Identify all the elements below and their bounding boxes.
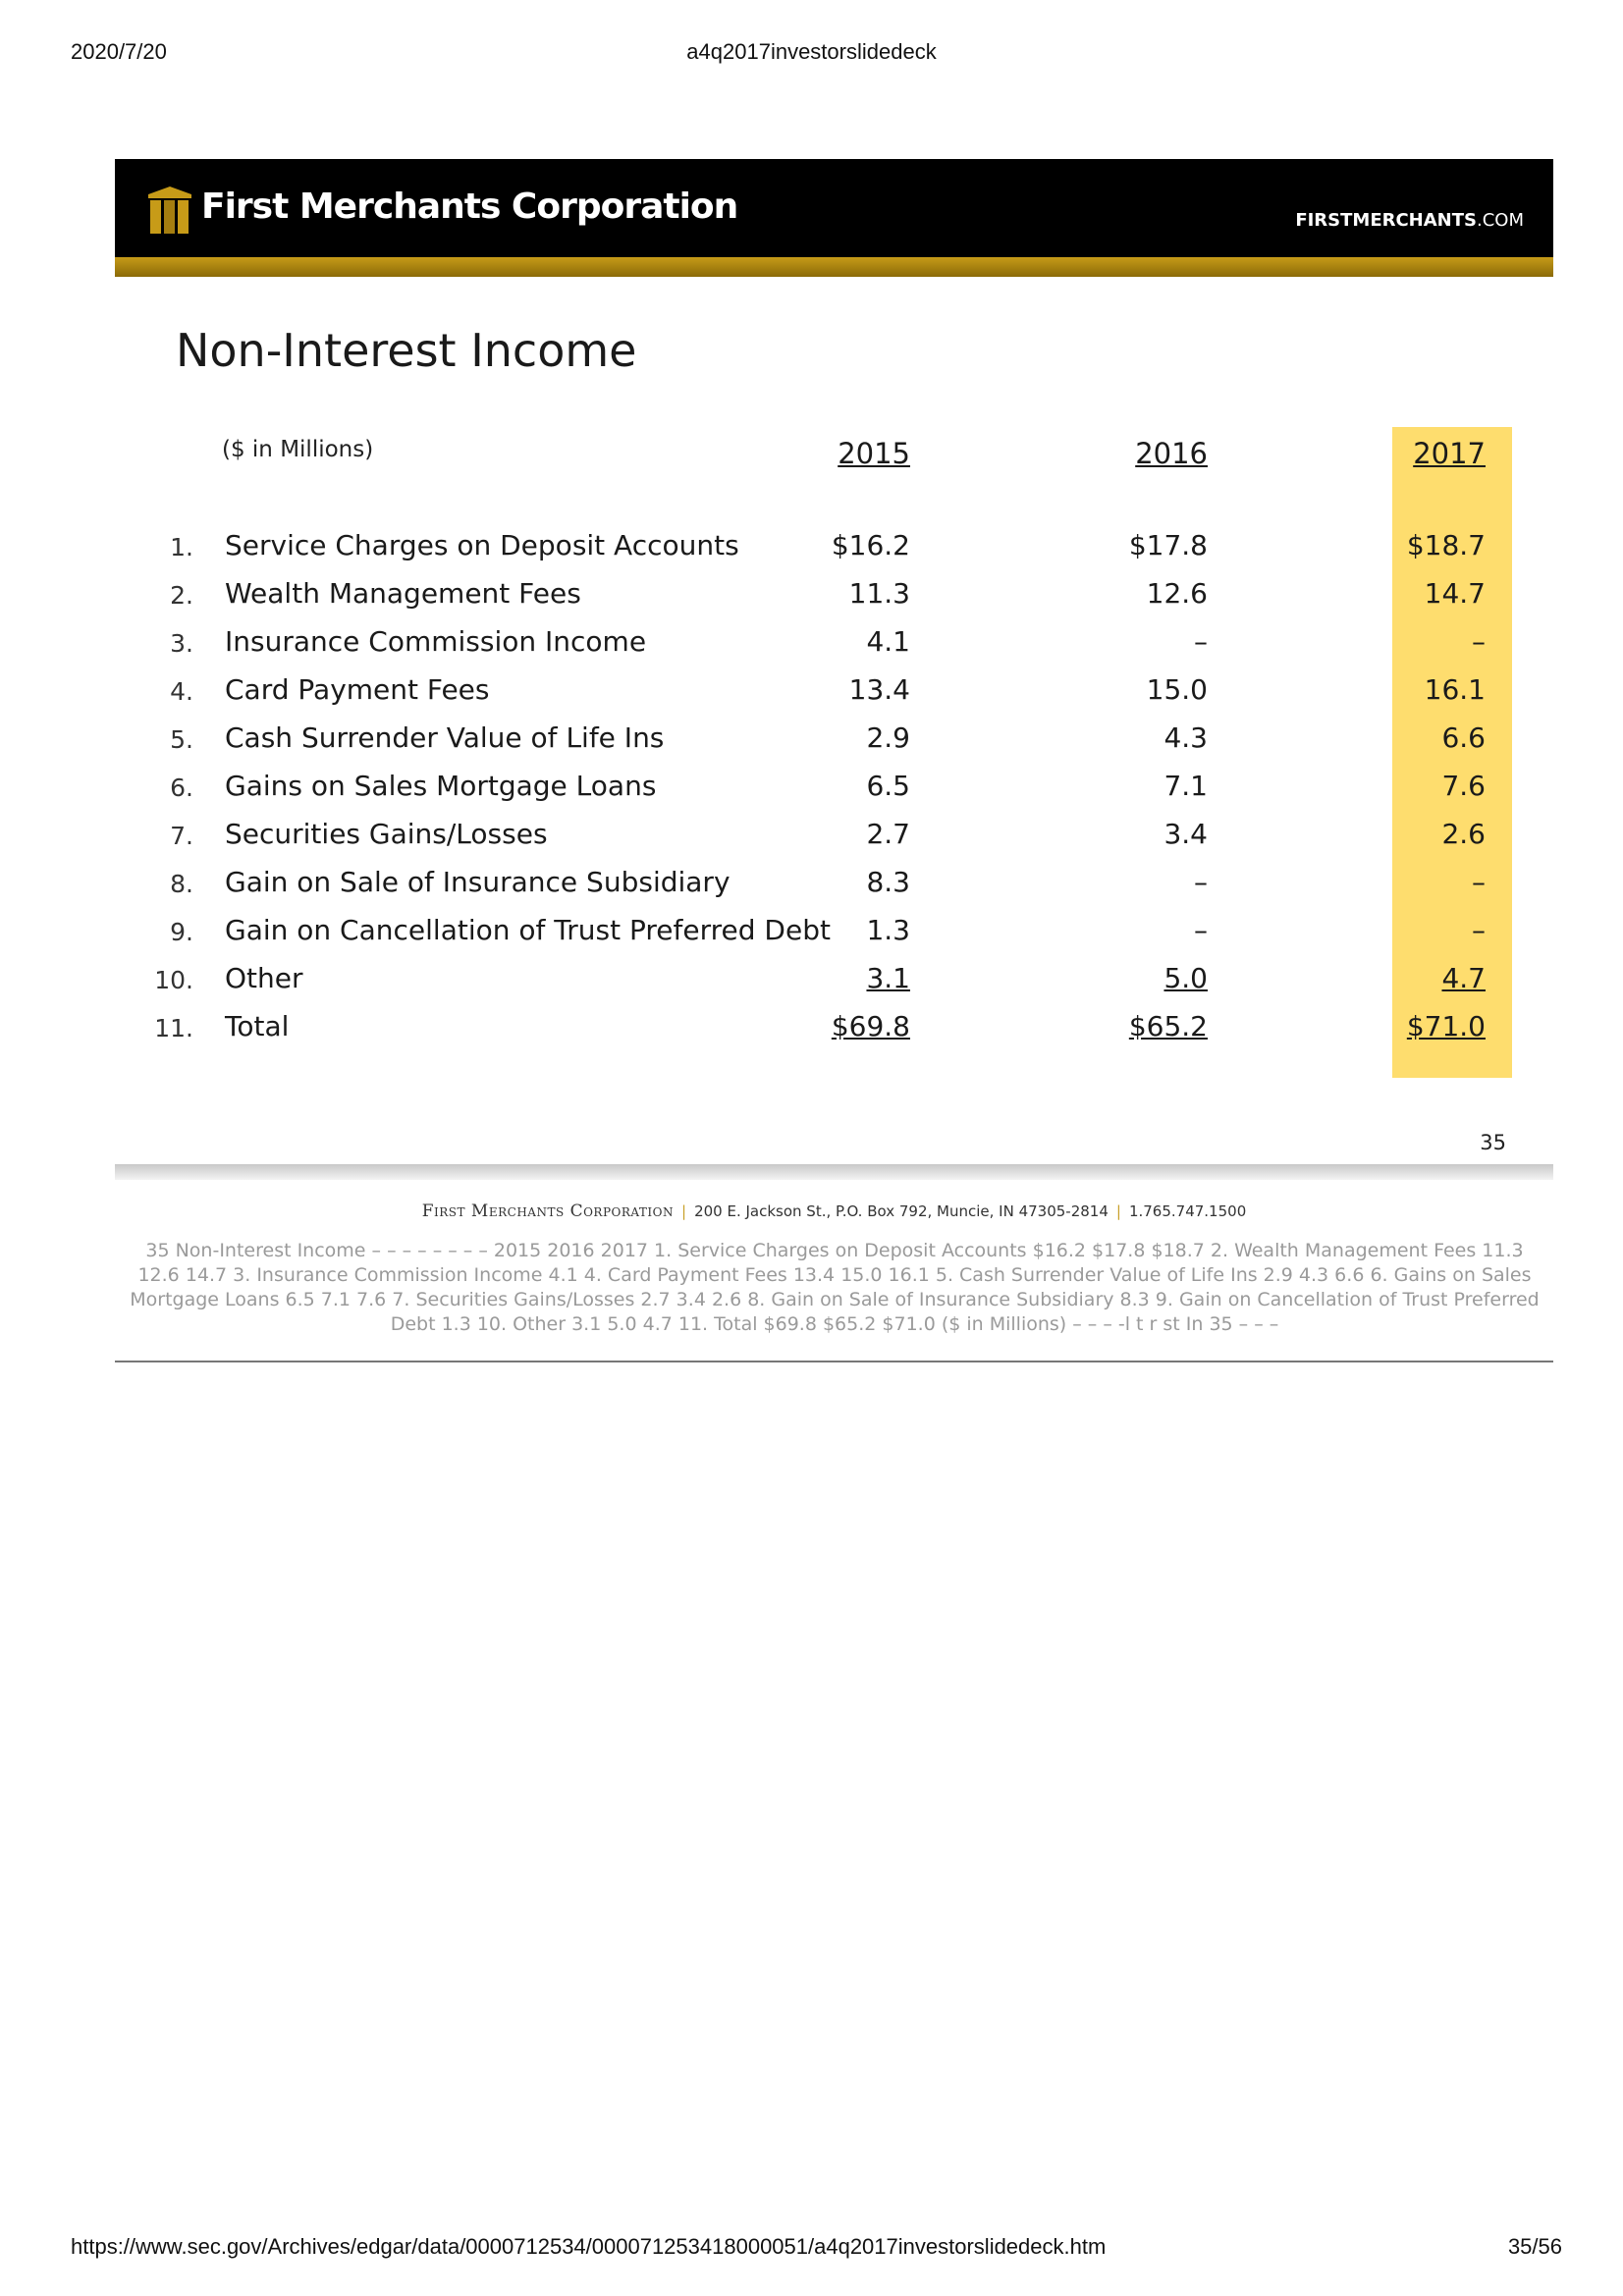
value-2017: – [1472, 625, 1486, 658]
value-2016: 3.4 [1163, 818, 1208, 850]
row-label: Securities Gains/Losses [225, 818, 548, 850]
company-logo-icon [148, 187, 191, 234]
value-2015: 2.7 [866, 818, 910, 850]
company-website: FIRSTMERCHANTS.COM [1295, 210, 1524, 231]
print-page-number: 35/56 [1507, 2234, 1562, 2259]
value-2017: 6.6 [1441, 721, 1486, 754]
footer-address: 200 E. Jackson St., P.O. Box 792, Muncie… [694, 1202, 1109, 1220]
row-number: 7. [170, 822, 193, 850]
value-2015: 13.4 [848, 673, 910, 706]
slide-footer: First Merchants Corporation | 200 E. Jacks… [115, 1201, 1553, 1221]
website-main: FIRSTMERCHANTS [1295, 210, 1477, 231]
row-label: Gain on Cancellation of Trust Preferred … [225, 914, 831, 946]
slide: First Merchants Corporation FIRSTMERCHAN… [115, 159, 1553, 1221]
value-2017: $71.0 [1406, 1010, 1486, 1042]
value-2016: 12.6 [1146, 577, 1208, 610]
value-2016: 5.0 [1163, 962, 1208, 994]
value-2017: – [1472, 914, 1486, 946]
row-label: Gain on Sale of Insurance Subsidiary [225, 866, 730, 898]
table-row: 9. Gain on Cancellation of Trust Preferr… [115, 914, 1553, 953]
value-2015: $16.2 [831, 529, 910, 561]
value-2016: 4.3 [1163, 721, 1208, 754]
units-label: ($ in Millions) [222, 437, 374, 462]
slide-page-number: 35 [1480, 1131, 1506, 1154]
value-2017: 7.6 [1441, 770, 1486, 802]
value-2017: 14.7 [1424, 577, 1486, 610]
year-header-2016: 2016 [1135, 437, 1208, 470]
value-2017: – [1472, 866, 1486, 898]
value-2015: 11.3 [848, 577, 910, 610]
row-number: 2. [170, 581, 193, 610]
row-number: 3. [170, 629, 193, 658]
year-header-2017: 2017 [1413, 437, 1486, 470]
row-label: Insurance Commission Income [225, 625, 647, 658]
value-2015: 3.1 [866, 962, 910, 994]
row-label: Card Payment Fees [225, 673, 490, 706]
print-document-title: a4q2017investorslidedeck [686, 39, 937, 64]
value-2016: 7.1 [1163, 770, 1208, 802]
table-row: 1. Service Charges on Deposit Accounts $… [115, 529, 1553, 568]
print-url: https://www.sec.gov/Archives/edgar/data/… [71, 2234, 1107, 2259]
value-2017: 16.1 [1424, 673, 1486, 706]
row-number: 4. [170, 677, 193, 706]
table-row: 2. Wealth Management Fees 11.3 12.6 14.7 [115, 577, 1553, 616]
footer-separator: | [681, 1202, 687, 1220]
table-row: 3. Insurance Commission Income 4.1 – – [115, 625, 1553, 665]
table-row: 11. Total $69.8 $65.2 $71.0 [115, 1010, 1553, 1049]
value-2015: 1.3 [866, 914, 910, 946]
row-number: 8. [170, 870, 193, 898]
value-2016: – [1194, 914, 1208, 946]
row-number: 11. [154, 1014, 193, 1042]
year-2017-highlight [1392, 427, 1512, 1078]
row-number: 9. [170, 918, 193, 946]
value-2017: $18.7 [1406, 529, 1486, 561]
value-2015: 8.3 [866, 866, 910, 898]
table-row: 6. Gains on Sales Mortgage Loans 6.5 7.1… [115, 770, 1553, 809]
row-label: Other [225, 962, 303, 994]
ocr-text-block: 35 Non-Interest Income – – – – – – – – 2… [130, 1240, 1540, 1335]
row-number: 1. [170, 533, 193, 561]
value-2016: 15.0 [1146, 673, 1208, 706]
value-2016: – [1194, 625, 1208, 658]
value-2015: $69.8 [831, 1010, 910, 1042]
value-2015: 2.9 [866, 721, 910, 754]
row-number: 10. [154, 966, 193, 994]
table-row: 8. Gain on Sale of Insurance Subsidiary … [115, 866, 1553, 905]
footer-phone: 1.765.747.1500 [1128, 1202, 1247, 1220]
row-label: Gains on Sales Mortgage Loans [225, 770, 657, 802]
value-2015: 6.5 [866, 770, 910, 802]
table-row: 4. Card Payment Fees 13.4 15.0 16.1 [115, 673, 1553, 713]
slide-footer-bar [115, 1164, 1553, 1180]
value-2015: 4.1 [866, 625, 910, 658]
footer-company: First Merchants Corporation [421, 1201, 674, 1221]
company-name: First Merchants Corporation [201, 187, 738, 227]
slide-banner: First Merchants Corporation FIRSTMERCHAN… [115, 159, 1553, 257]
section-divider [115, 1361, 1553, 1362]
value-2016: $65.2 [1128, 1010, 1208, 1042]
slide-title: Non-Interest Income [176, 324, 637, 377]
value-2017: 4.7 [1441, 962, 1486, 994]
row-label: Cash Surrender Value of Life Ins [225, 721, 665, 754]
table-row: 10. Other 3.1 5.0 4.7 [115, 962, 1553, 1001]
website-suffix: .COM [1477, 210, 1524, 231]
row-number: 5. [170, 725, 193, 754]
footer-separator: | [1115, 1202, 1121, 1220]
print-date: 2020/7/20 [71, 39, 167, 64]
table-row: 5. Cash Surrender Value of Life Ins 2.9 … [115, 721, 1553, 761]
value-2017: 2.6 [1441, 818, 1486, 850]
row-label: Total [225, 1010, 290, 1042]
year-header-2015: 2015 [838, 437, 910, 470]
value-2016: $17.8 [1128, 529, 1208, 561]
table-row: 7. Securities Gains/Losses 2.7 3.4 2.6 [115, 818, 1553, 857]
value-2016: – [1194, 866, 1208, 898]
banner-gold-bar [115, 257, 1553, 277]
row-label: Service Charges on Deposit Accounts [225, 529, 739, 561]
row-label: Wealth Management Fees [225, 577, 581, 610]
row-number: 6. [170, 774, 193, 802]
